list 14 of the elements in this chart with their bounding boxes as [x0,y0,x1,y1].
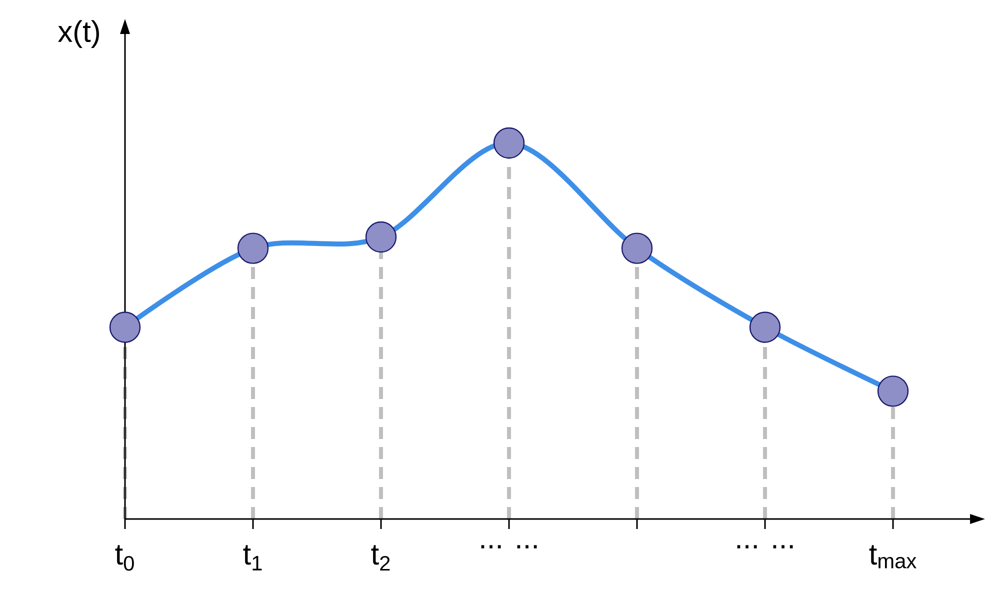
point [365,221,397,253]
x-tick-label: t$_{1}$ [243,545,262,570]
point [109,312,141,343]
point [237,232,269,264]
x-tick-label: ... ... [737,545,793,548]
point [621,232,653,264]
x-tick-label: ... ... [481,545,537,548]
x-tick-label: t$_{2}$ [371,545,390,571]
x-tick-label: t$_{max}$ [869,545,916,568]
x-tick-label: t$_{0}$ [115,545,134,571]
point [749,312,781,343]
point [493,127,525,159]
y-axis-title: x(t) [58,20,99,48]
point [877,376,909,407]
